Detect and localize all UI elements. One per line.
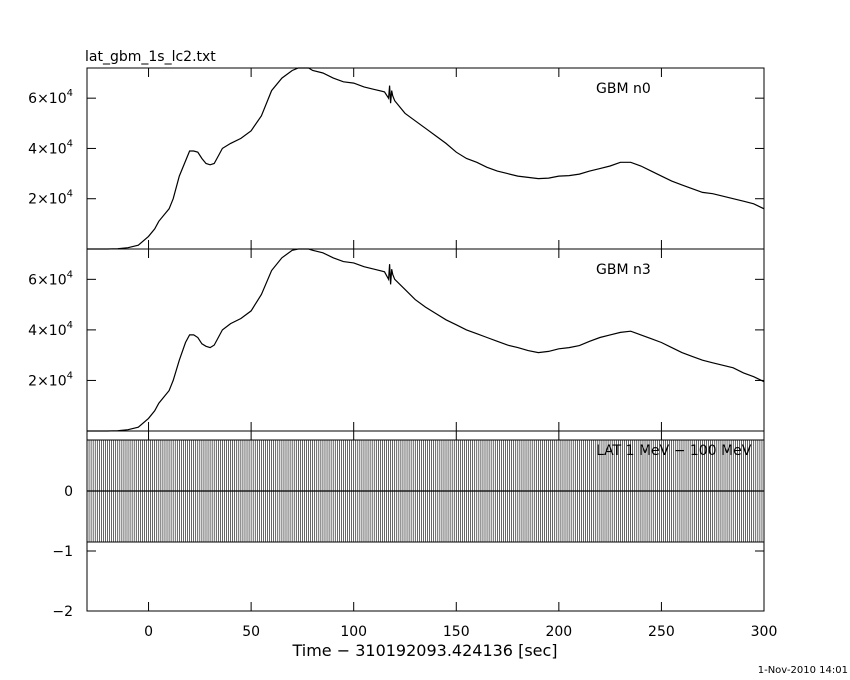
x-axis-label: Time − 310192093.424136 [sec] xyxy=(291,641,557,660)
panel-label: GBM n3 xyxy=(596,262,651,278)
panel-label: GBM n0 xyxy=(596,81,651,97)
y-tick-label: −1 xyxy=(52,544,73,560)
panel-lat: −2 −1 0 LAT 1 MeV − 100 MeV xyxy=(52,430,765,620)
panel-gbm-n0: 2×104 4×104 6×104 GBM n0 xyxy=(28,67,765,250)
series-line xyxy=(87,67,765,250)
timestamp: 1-Nov-2010 14:01 xyxy=(758,665,848,676)
series-line xyxy=(87,248,765,432)
x-tick-label: 150 xyxy=(443,624,470,640)
y-tick-label: 2×104 xyxy=(28,370,73,389)
y-tick-label: 6×104 xyxy=(28,269,73,288)
panel-label: LAT 1 MeV − 100 MeV xyxy=(596,443,752,459)
x-tick-label: 50 xyxy=(242,624,260,640)
panel-frame xyxy=(86,248,765,432)
panel-frame xyxy=(86,67,765,250)
y-tick-label: 6×104 xyxy=(28,88,73,107)
chart-title: lat_gbm_1s_lc2.txt xyxy=(85,49,216,65)
y-tick-label: 4×104 xyxy=(28,138,73,157)
y-tick-label: 0 xyxy=(64,484,73,500)
x-tick-label: 250 xyxy=(648,624,675,640)
y-tick-label: −2 xyxy=(52,604,73,620)
y-tick-label: 4×104 xyxy=(28,320,73,339)
x-tick-label: 300 xyxy=(751,624,778,640)
panel-gbm-n3: 2×104 4×104 6×104 GBM n3 xyxy=(28,248,765,432)
x-tick-label: 0 xyxy=(144,624,153,640)
x-tick-label: 200 xyxy=(545,624,572,640)
y-tick-label: 2×104 xyxy=(28,189,73,208)
x-axis-ticks: 0 50 100 150 200 250 300 xyxy=(144,624,777,640)
x-tick-label: 100 xyxy=(340,624,367,640)
